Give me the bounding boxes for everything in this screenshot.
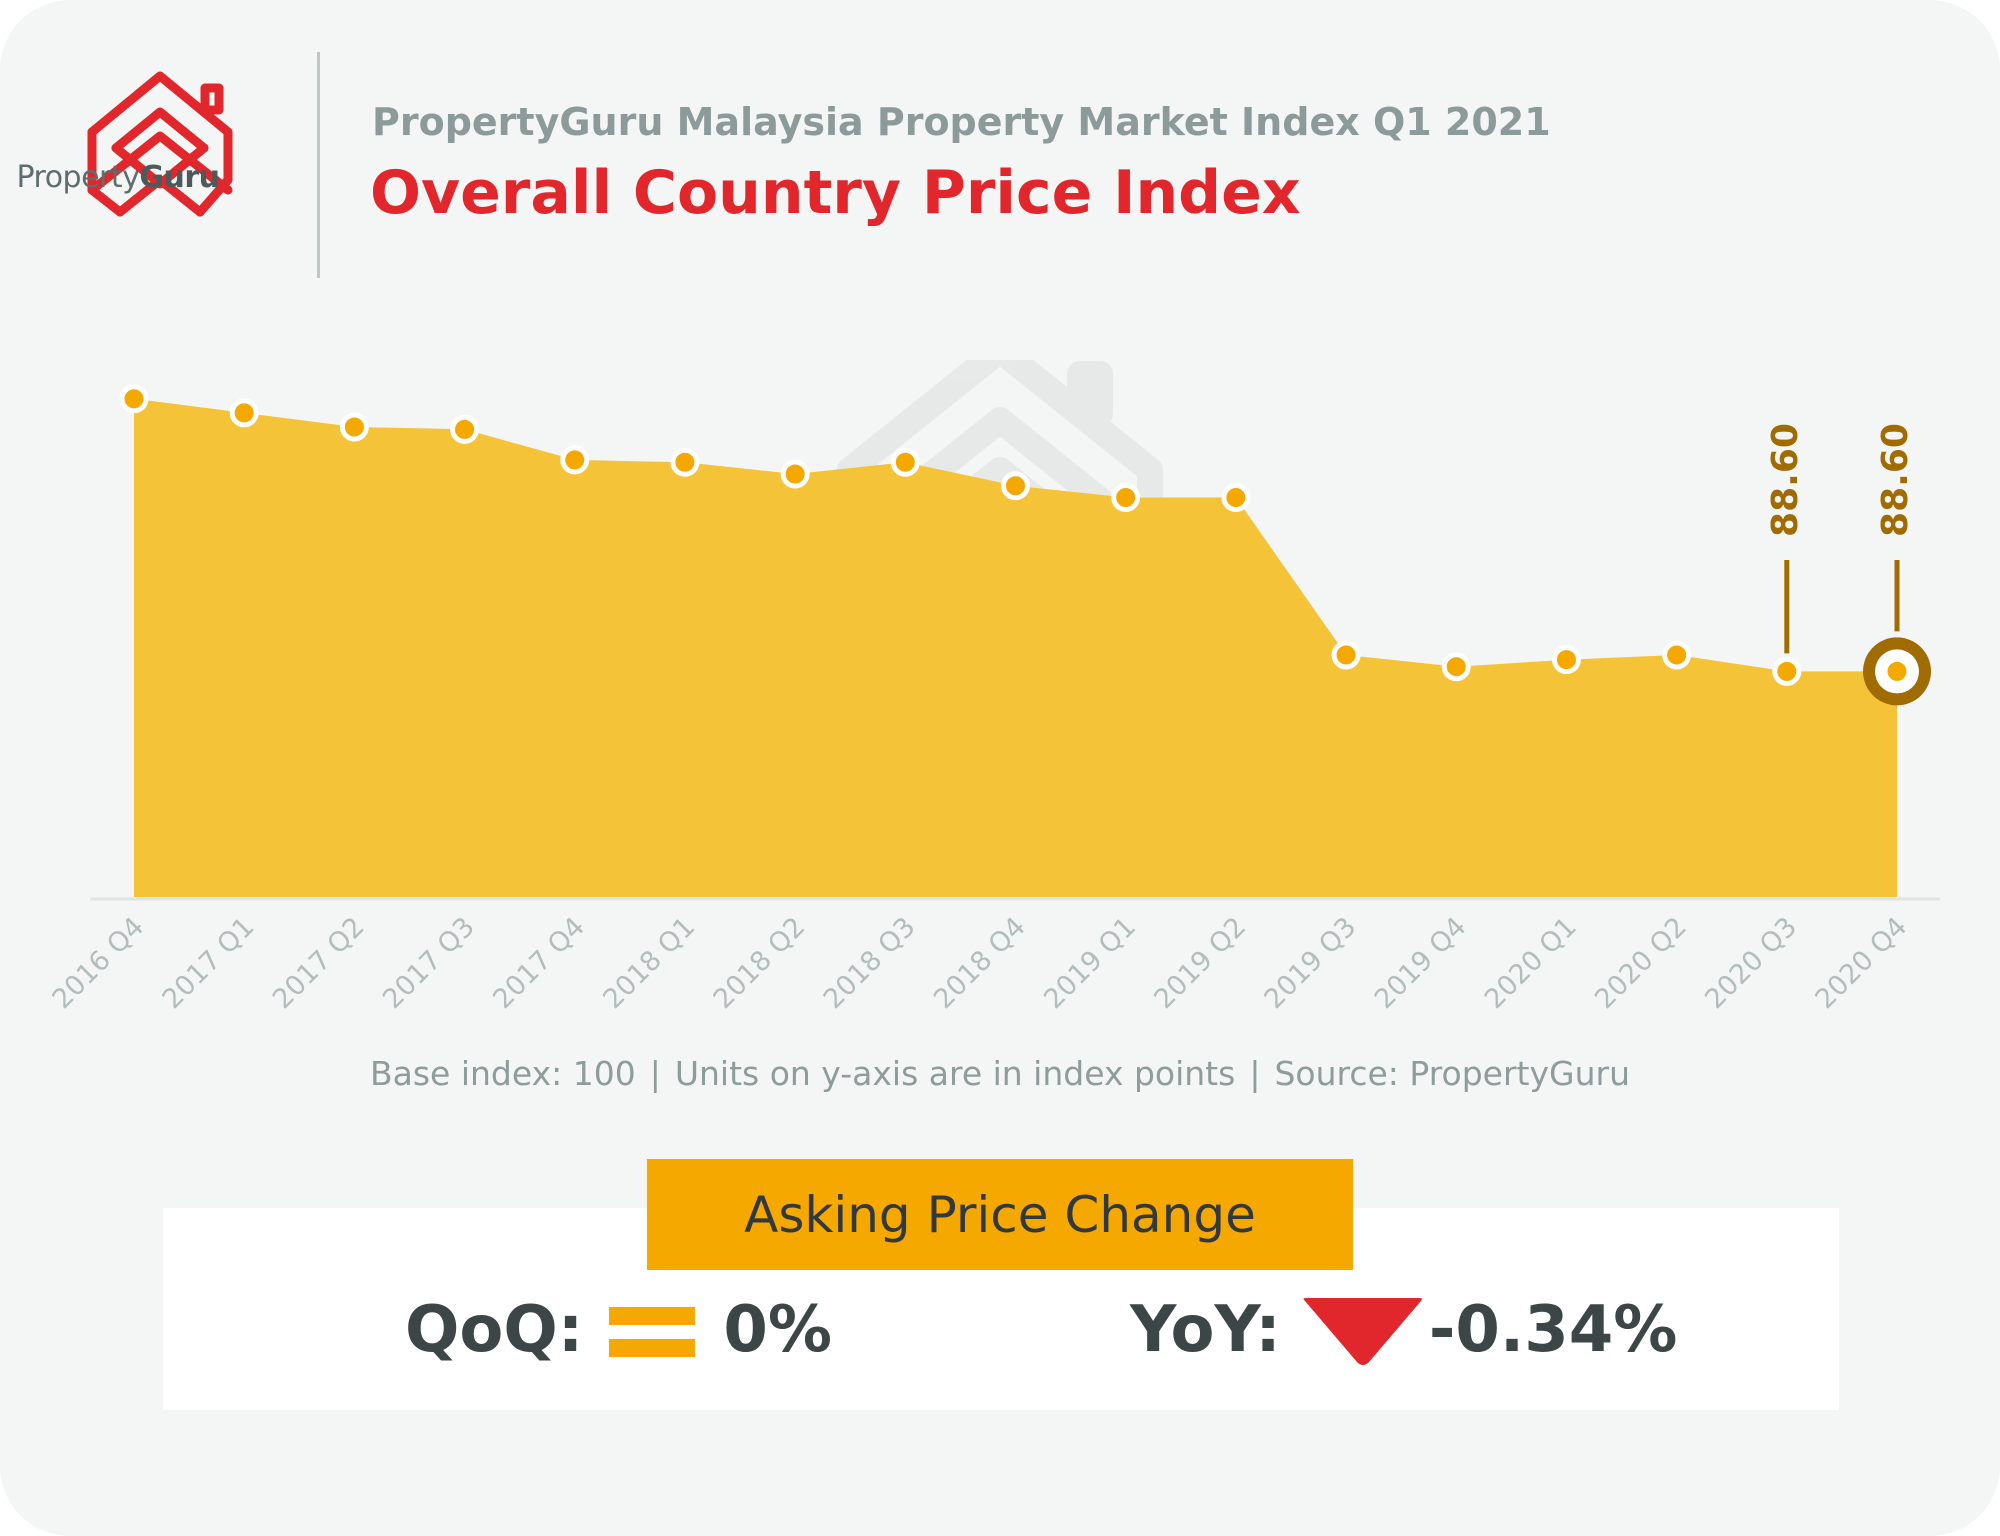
data-point — [1441, 652, 1471, 682]
annotation-label: 88.60 — [1875, 423, 1916, 537]
brand-name-suffix: Guru — [139, 160, 220, 195]
qoq-value: 0% — [723, 1293, 833, 1367]
x-tick-label: 2020 Q2 — [1589, 911, 1693, 1015]
data-point — [890, 447, 920, 477]
price-index-area — [134, 398, 1897, 897]
data-point — [1331, 640, 1361, 670]
page-title: Overall Country Price Index — [370, 158, 1301, 228]
data-point — [1772, 656, 1802, 686]
data-point — [1111, 483, 1141, 512]
x-tick-label: 2020 Q3 — [1699, 911, 1803, 1015]
footnote-units: Units on y-axis are in index points — [674, 1054, 1236, 1093]
down-triangle-icon — [1302, 1298, 1422, 1365]
qoq-stat: QoQ: 0% — [405, 1290, 832, 1370]
data-point — [1882, 656, 1912, 686]
data-point — [450, 414, 480, 444]
data-point — [1662, 640, 1692, 670]
page-supertitle: PropertyGuru Malaysia Property Market In… — [372, 100, 1551, 144]
propertyguru-logo-icon — [87, 71, 233, 217]
yoy-value: -0.34% — [1428, 1293, 1678, 1367]
brand-name-prefix: Property — [16, 160, 140, 195]
x-tick-label: 2019 Q4 — [1369, 911, 1473, 1015]
yoy-label: YoY: — [1130, 1293, 1281, 1367]
x-tick-labels: 2016 Q4 2017 Q1 2017 Q2 2017 Q3 2017 Q4 2018 … — [46, 911, 1913, 1015]
brand-name: PropertyGuru — [8, 160, 228, 195]
price-index-chart: 88.60 88.60 2016 Q4 2017 Q1 2017 Q2 2017 Q3 2… — [46, 360, 1940, 1015]
x-tick-label: 2017 Q3 — [377, 911, 481, 1015]
header-divider — [317, 52, 320, 278]
data-point — [1221, 483, 1251, 512]
x-tick-label: 2018 Q2 — [708, 911, 812, 1015]
data-points — [119, 384, 1931, 706]
annotation-label: 88.60 — [1765, 423, 1806, 537]
chart-footnote: Base index: 100 | Units on y-axis are in i… — [0, 1054, 2000, 1093]
footnote-separator: | — [1249, 1054, 1261, 1093]
x-tick-label: 2020 Q1 — [1479, 911, 1583, 1015]
annotation-leaders: 88.60 88.60 — [1765, 423, 1916, 654]
x-tick-label: 2018 Q4 — [928, 911, 1032, 1015]
qoq-label: QoQ: — [405, 1293, 584, 1367]
data-point — [670, 447, 700, 477]
x-tick-label: 2016 Q4 — [46, 911, 150, 1015]
x-tick-label: 2018 Q3 — [818, 911, 922, 1015]
footnote-base: Base index: 100 — [369, 1054, 636, 1093]
data-point — [229, 398, 259, 428]
data-point — [780, 459, 810, 489]
data-point — [339, 412, 369, 442]
data-point — [119, 384, 149, 414]
data-point — [1551, 645, 1581, 675]
x-tick-label: 2019 Q2 — [1148, 911, 1252, 1015]
footnote-separator: | — [649, 1054, 661, 1093]
x-tick-label: 2017 Q2 — [267, 911, 371, 1015]
yoy-stat: YoY: -0.34% — [1130, 1290, 1677, 1370]
summary-heading: Asking Price Change — [647, 1159, 1353, 1270]
data-point — [560, 445, 590, 475]
x-tick-label: 2019 Q3 — [1259, 911, 1363, 1015]
data-point — [1001, 471, 1030, 501]
x-tick-label: 2018 Q1 — [597, 911, 701, 1015]
equals-icon — [609, 1299, 696, 1361]
footnote-source: Source: PropertyGuru — [1274, 1054, 1630, 1093]
x-tick-label: 2017 Q1 — [157, 911, 261, 1015]
x-tick-label: 2019 Q1 — [1038, 911, 1142, 1015]
x-tick-label: 2017 Q4 — [487, 911, 591, 1015]
x-tick-label: 2020 Q4 — [1809, 911, 1913, 1015]
